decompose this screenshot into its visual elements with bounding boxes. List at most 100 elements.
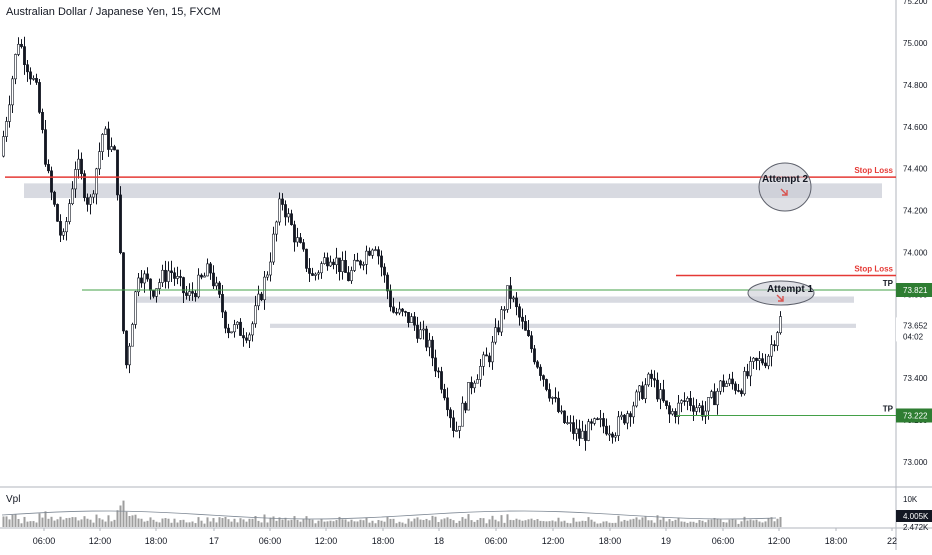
candle-body (311, 273, 314, 276)
candle-body (464, 402, 467, 411)
candle-body (401, 308, 404, 312)
volume-bar (347, 521, 350, 527)
volume-bar (374, 523, 377, 527)
candle-body (176, 276, 179, 279)
volume-bar (587, 517, 590, 527)
candle-body (179, 276, 182, 278)
attempt-marker[interactable] (758, 162, 812, 212)
volume-bar (257, 520, 260, 527)
candle-body (188, 291, 191, 296)
volume-bar (182, 519, 185, 527)
volume-bar (674, 519, 677, 527)
volume-bar (134, 514, 137, 527)
volume-bar (113, 519, 116, 527)
volume-bar (767, 518, 770, 527)
volume-bar (548, 521, 551, 527)
candle-body (266, 274, 269, 278)
candle-body (221, 294, 224, 313)
stop-loss-label: Stop Loss (854, 265, 893, 274)
volume-bar (425, 518, 428, 527)
candle-body (5, 121, 8, 137)
candle-body (152, 290, 155, 297)
volume-bar (239, 518, 242, 527)
candle-body (521, 316, 524, 322)
volume-bar (470, 520, 473, 527)
x-tick-label: 12:00 (89, 536, 112, 546)
volume-bar (350, 519, 353, 527)
candle-body (515, 297, 518, 308)
candle-body (305, 248, 308, 269)
volume-bar (485, 523, 488, 527)
candle-body (752, 357, 755, 362)
volume-bar (455, 522, 458, 527)
candle-body (680, 400, 683, 404)
attempt-marker[interactable] (747, 280, 815, 306)
volume-bar (662, 517, 665, 527)
candle-body (569, 422, 572, 424)
candle-body (161, 269, 164, 283)
candle-body (740, 390, 743, 395)
volume-bar (407, 518, 410, 527)
volume-bar (380, 520, 383, 527)
volume-bar (164, 518, 167, 527)
candle-body (749, 361, 752, 377)
candle-body (614, 435, 617, 438)
volume-bar (68, 517, 71, 527)
candle-body (491, 341, 494, 363)
volume-bar (512, 520, 515, 527)
volume-bar (458, 520, 461, 527)
candle-body (344, 260, 347, 273)
candle-body (443, 389, 446, 399)
volume-bar (212, 518, 215, 527)
candle-body (611, 433, 614, 438)
candle-body (158, 282, 161, 289)
candle-body (185, 292, 188, 296)
volume-bar (188, 522, 191, 527)
candle-body (743, 371, 746, 395)
volume-bar (80, 519, 83, 527)
volume-bar (335, 520, 338, 527)
volume-bar (611, 522, 614, 527)
volume-bar (107, 515, 110, 527)
candle-body (269, 261, 272, 276)
candle-body (596, 418, 599, 420)
volume-bar (260, 522, 263, 527)
volume-bar (572, 517, 575, 527)
candle-body (542, 375, 545, 380)
candle-body (512, 297, 515, 300)
candle-body (404, 311, 407, 313)
candle-body (359, 260, 362, 266)
candle-body (590, 421, 593, 424)
candle-body (275, 221, 278, 235)
candle-body (557, 397, 560, 412)
y-tick-label: 75.200 (903, 0, 928, 6)
candle-body (722, 380, 725, 387)
candle-body (293, 224, 296, 243)
candle-body (68, 203, 71, 222)
volume-bar (746, 520, 749, 527)
volume-bar (413, 518, 416, 527)
candle-body (629, 413, 632, 418)
x-tick-label: 06:00 (259, 536, 282, 546)
candle-body (320, 263, 323, 274)
candle-body (74, 169, 77, 190)
candle-body (416, 324, 419, 339)
volume-bar (431, 515, 434, 527)
candle-body (656, 379, 659, 400)
candle-body (80, 158, 83, 174)
volume-bar (5, 516, 8, 527)
candle-body (689, 398, 692, 406)
candle-body (773, 344, 776, 347)
candle-body (497, 327, 500, 333)
volume-bar (476, 519, 479, 527)
volume-bar (203, 523, 206, 527)
candle-body (326, 257, 329, 267)
volume-bar (101, 519, 104, 527)
volume-bar (713, 517, 716, 527)
volume-bar (539, 520, 542, 527)
candle-body (101, 134, 104, 152)
volume-bar (173, 518, 176, 527)
volume-bar (53, 520, 56, 527)
